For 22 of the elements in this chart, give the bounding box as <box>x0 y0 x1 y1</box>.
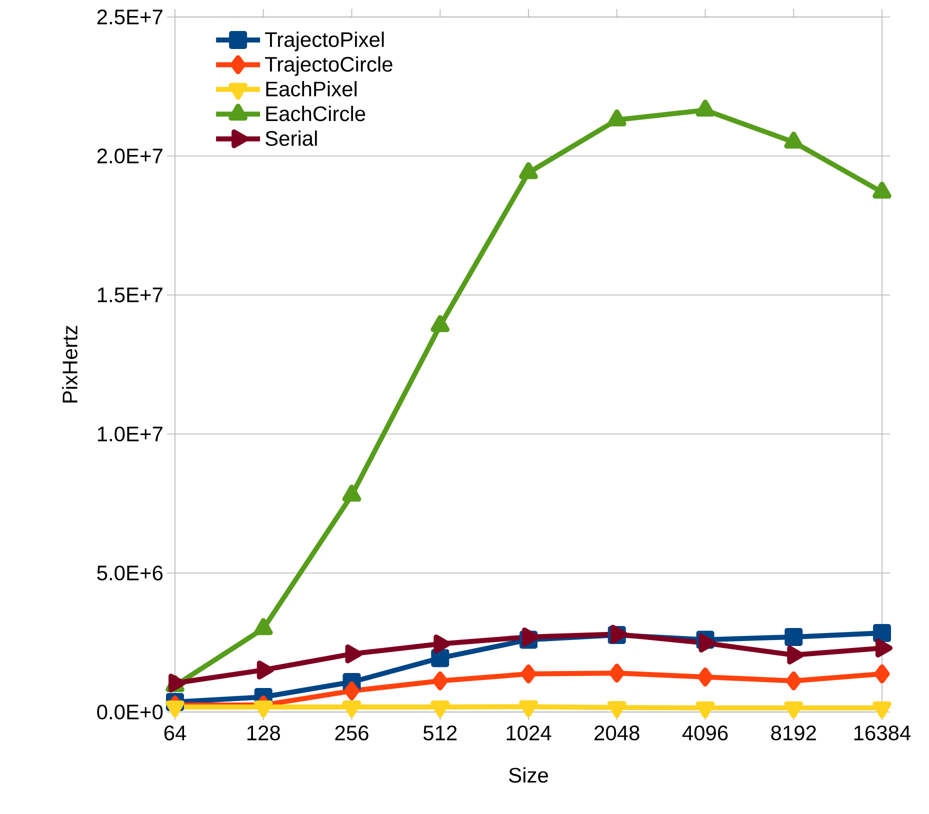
x-tick-label: 64 <box>164 726 186 740</box>
y-tick-label: 0.0E+0 <box>97 704 163 720</box>
y-tick-label: 1.5E+7 <box>98 288 162 302</box>
x-tick-label: 128 <box>247 726 280 740</box>
legend-label: Serial <box>266 130 317 146</box>
legend-label: TrajectoCircle <box>265 56 392 76</box>
y-tick-label: 1.0E+7 <box>98 426 162 442</box>
y-tick-label: 2.0E+7 <box>97 148 162 164</box>
x-tick-label: 8192 <box>771 726 816 740</box>
y-axis-title: PixHertz <box>62 326 78 402</box>
x-tick-label: 4096 <box>682 726 728 740</box>
x-tick-label: 2048 <box>594 726 640 740</box>
x-tick-label: 16384 <box>854 726 911 740</box>
x-axis-title: Size <box>509 767 548 783</box>
legend-label: EachCircle <box>266 106 366 122</box>
x-tick-label: 512 <box>423 726 457 740</box>
legend-label: TrajectoPixel <box>265 32 384 52</box>
legend-label: EachPixel <box>266 81 357 96</box>
y-tick-label: 5.0E+6 <box>97 566 163 580</box>
y-tick-label: 2.5E+7 <box>97 10 162 24</box>
x-tick-label: 256 <box>335 726 368 740</box>
x-tick-label: 1024 <box>506 726 552 740</box>
